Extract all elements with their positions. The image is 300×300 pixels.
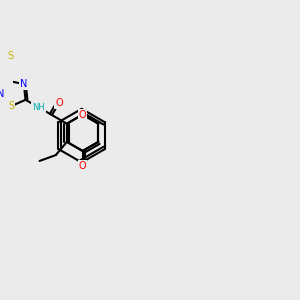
Text: S: S <box>7 51 13 61</box>
Text: N: N <box>0 89 4 100</box>
Text: O: O <box>55 98 63 108</box>
Text: O: O <box>79 161 86 171</box>
Text: NH: NH <box>32 103 45 112</box>
Text: O: O <box>79 110 86 120</box>
Text: N: N <box>20 79 28 89</box>
Text: S: S <box>8 101 14 111</box>
